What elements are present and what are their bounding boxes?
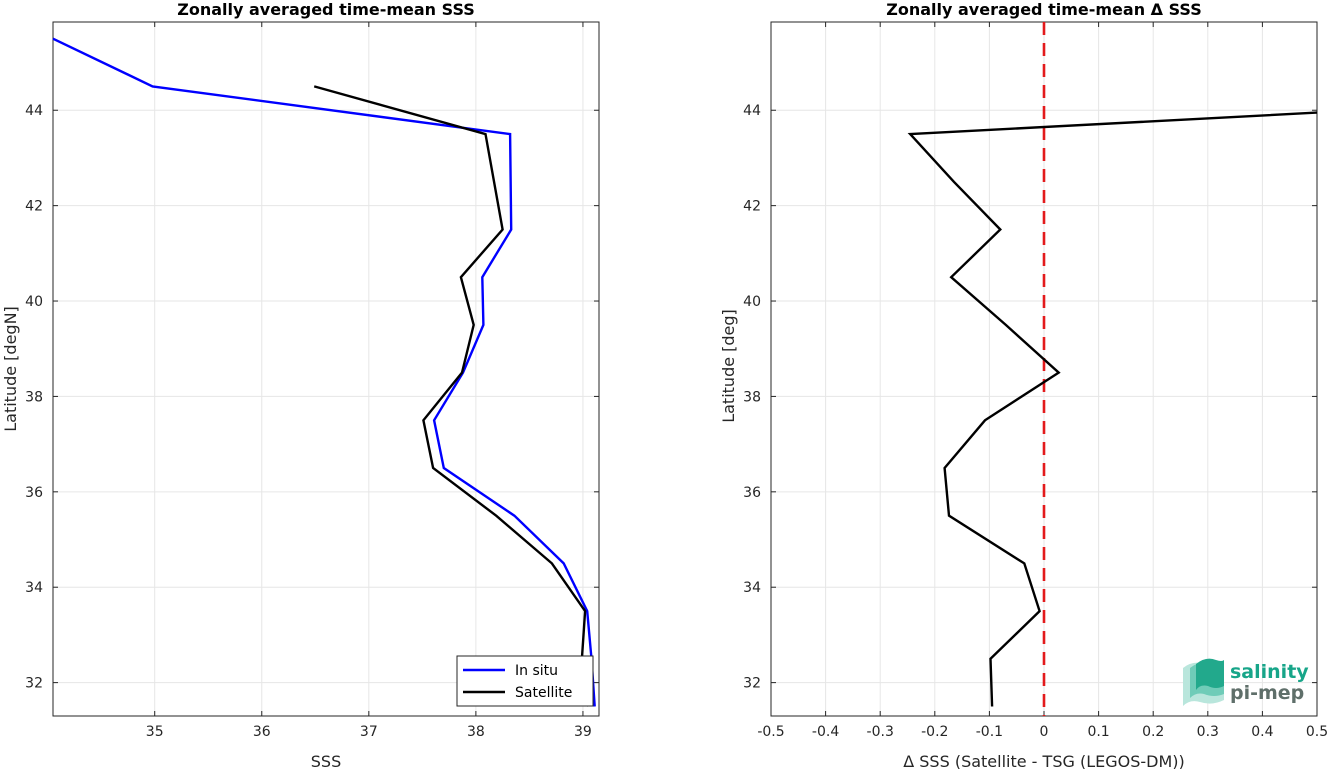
right-xtick-label: 0 — [1040, 724, 1049, 740]
right-series-line-delta — [907, 111, 1318, 707]
legend-box — [456, 655, 594, 707]
right-ytick-label: 40 — [743, 294, 761, 310]
right-xtick-label: 0.4 — [1251, 724, 1273, 740]
right-ytick-label: 34 — [743, 580, 761, 596]
right-xlabel: Δ SSS (Satellite - TSG (LEGOS-DM)) — [903, 752, 1185, 769]
right-xtick-label: -0.5 — [757, 724, 784, 740]
right-xtick-label: 0.3 — [1197, 724, 1219, 740]
logo-text-bottom: pi-mep — [1230, 682, 1304, 704]
left-series — [52, 37, 596, 707]
left-xtick-label: 37 — [360, 724, 378, 740]
right-ticks: -0.5 -0.4 -0.3 -0.2 -0.1 0 0.1 0.2 0.3 0.4 0.5 32 34… — [743, 22, 1328, 740]
left-ylabel: Latitude [degN] — [1, 306, 20, 432]
right-xtick-label: -0.2 — [921, 724, 948, 740]
left-ytick-label: 36 — [25, 485, 43, 501]
left-series-line-satellite — [313, 85, 590, 707]
left-ytick-label: 34 — [25, 580, 43, 596]
left-axes-box — [52, 21, 600, 717]
legend: In situ Satellite — [456, 655, 594, 707]
right-series — [907, 22, 1318, 716]
left-grid — [53, 22, 599, 716]
sss-panel: Zonally averaged time-mean SSS 35 36 37 38 3… — [1, 0, 600, 769]
right-ytick-label: 44 — [743, 103, 761, 119]
left-series-line-in-situ — [52, 37, 596, 707]
right-xtick-label: -0.1 — [976, 724, 1003, 740]
left-title: Zonally averaged time-mean SSS — [177, 0, 475, 19]
left-xtick-label: 36 — [253, 724, 271, 740]
right-ytick-label: 42 — [743, 199, 761, 215]
right-ytick-label: 32 — [743, 676, 761, 692]
right-title: Zonally averaged time-mean Δ SSS — [886, 0, 1202, 19]
left-ticks: 35 36 37 38 39 32 34 36 38 40 42 44 — [25, 22, 599, 740]
salinity-pi-mep-logo: salinity pi-mep — [1183, 658, 1309, 706]
right-xtick-label: 0.2 — [1142, 724, 1164, 740]
left-xtick-label: 38 — [467, 724, 485, 740]
left-xlabel: SSS — [311, 752, 341, 769]
right-xtick-label: 0.5 — [1306, 724, 1328, 740]
right-ytick-label: 38 — [743, 389, 761, 405]
legend-label-in-situ: In situ — [515, 663, 558, 679]
right-ylabel: Latitude [deg] — [719, 309, 738, 423]
right-xtick-label: -0.3 — [867, 724, 894, 740]
left-ytick-label: 38 — [25, 389, 43, 405]
wave-logo-icon — [1183, 658, 1224, 706]
left-ytick-label: 42 — [25, 199, 43, 215]
right-ytick-label: 36 — [743, 485, 761, 501]
left-ytick-label: 32 — [25, 676, 43, 692]
left-xtick-label: 39 — [574, 724, 592, 740]
right-xtick-label: 0.1 — [1087, 724, 1109, 740]
delta-sss-panel: Zonally averaged time-mean Δ SSS -0.5 -0.… — [719, 0, 1328, 769]
legend-label-satellite: Satellite — [515, 685, 572, 701]
left-ytick-label: 44 — [25, 103, 43, 119]
logo-text-top: salinity — [1230, 661, 1309, 683]
left-xtick-label: 35 — [146, 724, 164, 740]
left-ytick-label: 40 — [25, 294, 43, 310]
right-xtick-label: -0.4 — [812, 724, 839, 740]
